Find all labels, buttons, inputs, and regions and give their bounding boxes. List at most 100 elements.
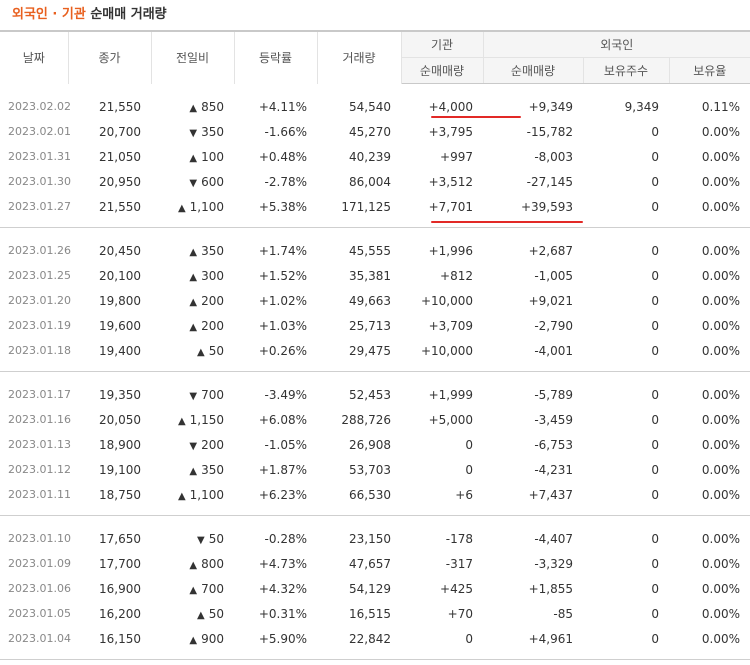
cell-close: 19,800: [99, 293, 141, 308]
cell-inst-net: +425: [440, 581, 473, 596]
cell-ratio: 0.00%: [701, 293, 740, 308]
group-separator: [0, 219, 750, 228]
cell-rate: -2.78%: [264, 174, 307, 189]
table-row: 2023.01.11 18,750 ▲ 1,100 +6.23% 66,530 +6 +7,4…: [0, 482, 750, 507]
cell-volume: 171,125: [341, 199, 391, 214]
cell-inst-net: 0: [465, 631, 473, 646]
triangle-up-icon: ▲: [177, 415, 186, 427]
annotation-underline-2: [431, 221, 583, 223]
table-row: 2023.01.31 21,050 ▲ 100 +0.48% 40,239 +997 -8,0…: [0, 144, 750, 169]
cell-diff: ▲ 900: [151, 626, 234, 651]
cell-foreign-net: -3,459: [534, 412, 573, 427]
cell-close: 19,100: [99, 462, 141, 477]
cell-holdings: 9,349: [624, 99, 659, 114]
cell-date: 2023.01.06: [8, 582, 71, 595]
cell-volume: 35,381: [349, 268, 391, 283]
cell-rate: +5.90%: [258, 631, 307, 646]
cell-date: 2023.01.10: [8, 532, 71, 545]
title-rest: 순매매 거래량: [85, 7, 167, 22]
cell-holdings: 0: [651, 174, 659, 189]
cell-close: 18,750: [99, 487, 141, 502]
cell-foreign-net: +2,687: [528, 243, 573, 258]
cell-diff: ▲ 800: [151, 551, 234, 576]
triangle-down-icon: ▼: [189, 390, 198, 402]
cell-holdings: 0: [651, 243, 659, 258]
cell-rate: +4.32%: [258, 581, 307, 596]
cell-inst-net: +4,000: [428, 99, 473, 114]
cell-close: 17,650: [99, 531, 141, 546]
triangle-up-icon: ▲: [189, 321, 198, 333]
cell-date: 2023.01.27: [8, 200, 71, 213]
cell-inst-net: +5,000: [428, 412, 473, 427]
cell-volume: 23,150: [349, 531, 391, 546]
cell-ratio: 0.11%: [701, 99, 740, 114]
cell-foreign-net: +9,021: [528, 293, 573, 308]
col-close: 종가: [68, 31, 152, 84]
cell-rate: -0.28%: [264, 531, 307, 546]
cell-close: 20,700: [99, 124, 141, 139]
cell-holdings: 0: [651, 581, 659, 596]
group-separator: [0, 651, 750, 660]
cell-inst-net: 0: [465, 462, 473, 477]
title-sep: ·: [47, 7, 62, 22]
cell-diff: ▲ 300: [151, 263, 234, 288]
table-row: 2023.01.10 17,650 ▼ 50 -0.28% 23,150 -178 -4,40…: [0, 526, 750, 551]
col-inst: 기관: [401, 31, 484, 58]
cell-diff-value: 50: [208, 606, 224, 621]
cell-close: 18,900: [99, 437, 141, 452]
cell-close: 16,200: [99, 606, 141, 621]
title-foreign: 외국인: [12, 7, 48, 22]
triangle-down-icon: ▼: [189, 440, 198, 452]
cell-close: 21,550: [99, 99, 141, 114]
table-row: 2023.01.25 20,100 ▲ 300 +1.52% 35,381 +812 -1,0…: [0, 263, 750, 288]
cell-rate: +6.23%: [258, 487, 307, 502]
cell-diff: ▼ 700: [151, 382, 234, 407]
cell-close: 19,600: [99, 318, 141, 333]
cell-ratio: 0.00%: [701, 606, 740, 621]
cell-diff: ▼ 50: [151, 526, 234, 551]
triangle-up-icon: ▲: [197, 346, 205, 358]
cell-foreign-net: -4,001: [534, 343, 573, 358]
cell-foreign-net: -27,145: [526, 174, 573, 189]
cell-diff: ▼ 200: [151, 432, 234, 457]
cell-foreign-net: -1,005: [534, 268, 573, 283]
triangle-up-icon: ▲: [189, 296, 198, 308]
cell-date: 2023.02.02: [8, 100, 71, 113]
cell-diff-value: 900: [201, 631, 224, 646]
cell-date: 2023.01.11: [8, 488, 71, 501]
group-gap: [0, 228, 750, 239]
cell-diff-value: 200: [201, 293, 224, 308]
table-row: 2023.01.04 16,150 ▲ 900 +5.90% 22,842 0 +4,961 0…: [0, 626, 750, 651]
triangle-up-icon: ▲: [189, 271, 198, 283]
cell-inst-net: +3,795: [428, 124, 473, 139]
cell-diff-value: 1,100: [189, 199, 224, 214]
cell-diff: ▲ 350: [151, 457, 234, 482]
cell-inst-net: +1,996: [428, 243, 473, 258]
cell-diff: ▲ 700: [151, 576, 234, 601]
table-row: 2023.01.05 16,200 ▲ 50 +0.31% 16,515 +70 -85 0 0.…: [0, 601, 750, 626]
cell-ratio: 0.00%: [701, 531, 740, 546]
triangle-up-icon: ▲: [189, 246, 198, 258]
cell-close: 19,350: [99, 387, 141, 402]
cell-diff-value: 350: [201, 124, 224, 139]
cell-ratio: 0.00%: [701, 437, 740, 452]
cell-volume: 29,475: [349, 343, 391, 358]
col-date: 날짜: [0, 31, 69, 84]
cell-diff-value: 300: [201, 268, 224, 283]
table-body: 2023.02.02 21,550 ▲ 850 +4.11% 54,540 +4,000 +9…: [0, 84, 750, 660]
table-row: 2023.01.09 17,700 ▲ 800 +4.73% 47,657 -317 -3,3…: [0, 551, 750, 576]
cell-rate: +1.52%: [258, 268, 307, 283]
cell-diff: ▲ 50: [151, 601, 234, 626]
cell-ratio: 0.00%: [701, 462, 740, 477]
cell-volume: 45,555: [349, 243, 391, 258]
table-row: 2023.01.30 20,950 ▼ 600 -2.78% 86,004 +3,512 -2…: [0, 169, 750, 194]
cell-rate: +0.31%: [258, 606, 307, 621]
cell-volume: 66,530: [349, 487, 391, 502]
triangle-down-icon: ▼: [197, 534, 205, 546]
cell-foreign-net: -4,407: [534, 531, 573, 546]
cell-foreign-net: -3,329: [534, 556, 573, 571]
cell-volume: 47,657: [349, 556, 391, 571]
triangle-up-icon: ▲: [189, 102, 198, 114]
cell-rate: +6.08%: [258, 412, 307, 427]
cell-ratio: 0.00%: [701, 199, 740, 214]
